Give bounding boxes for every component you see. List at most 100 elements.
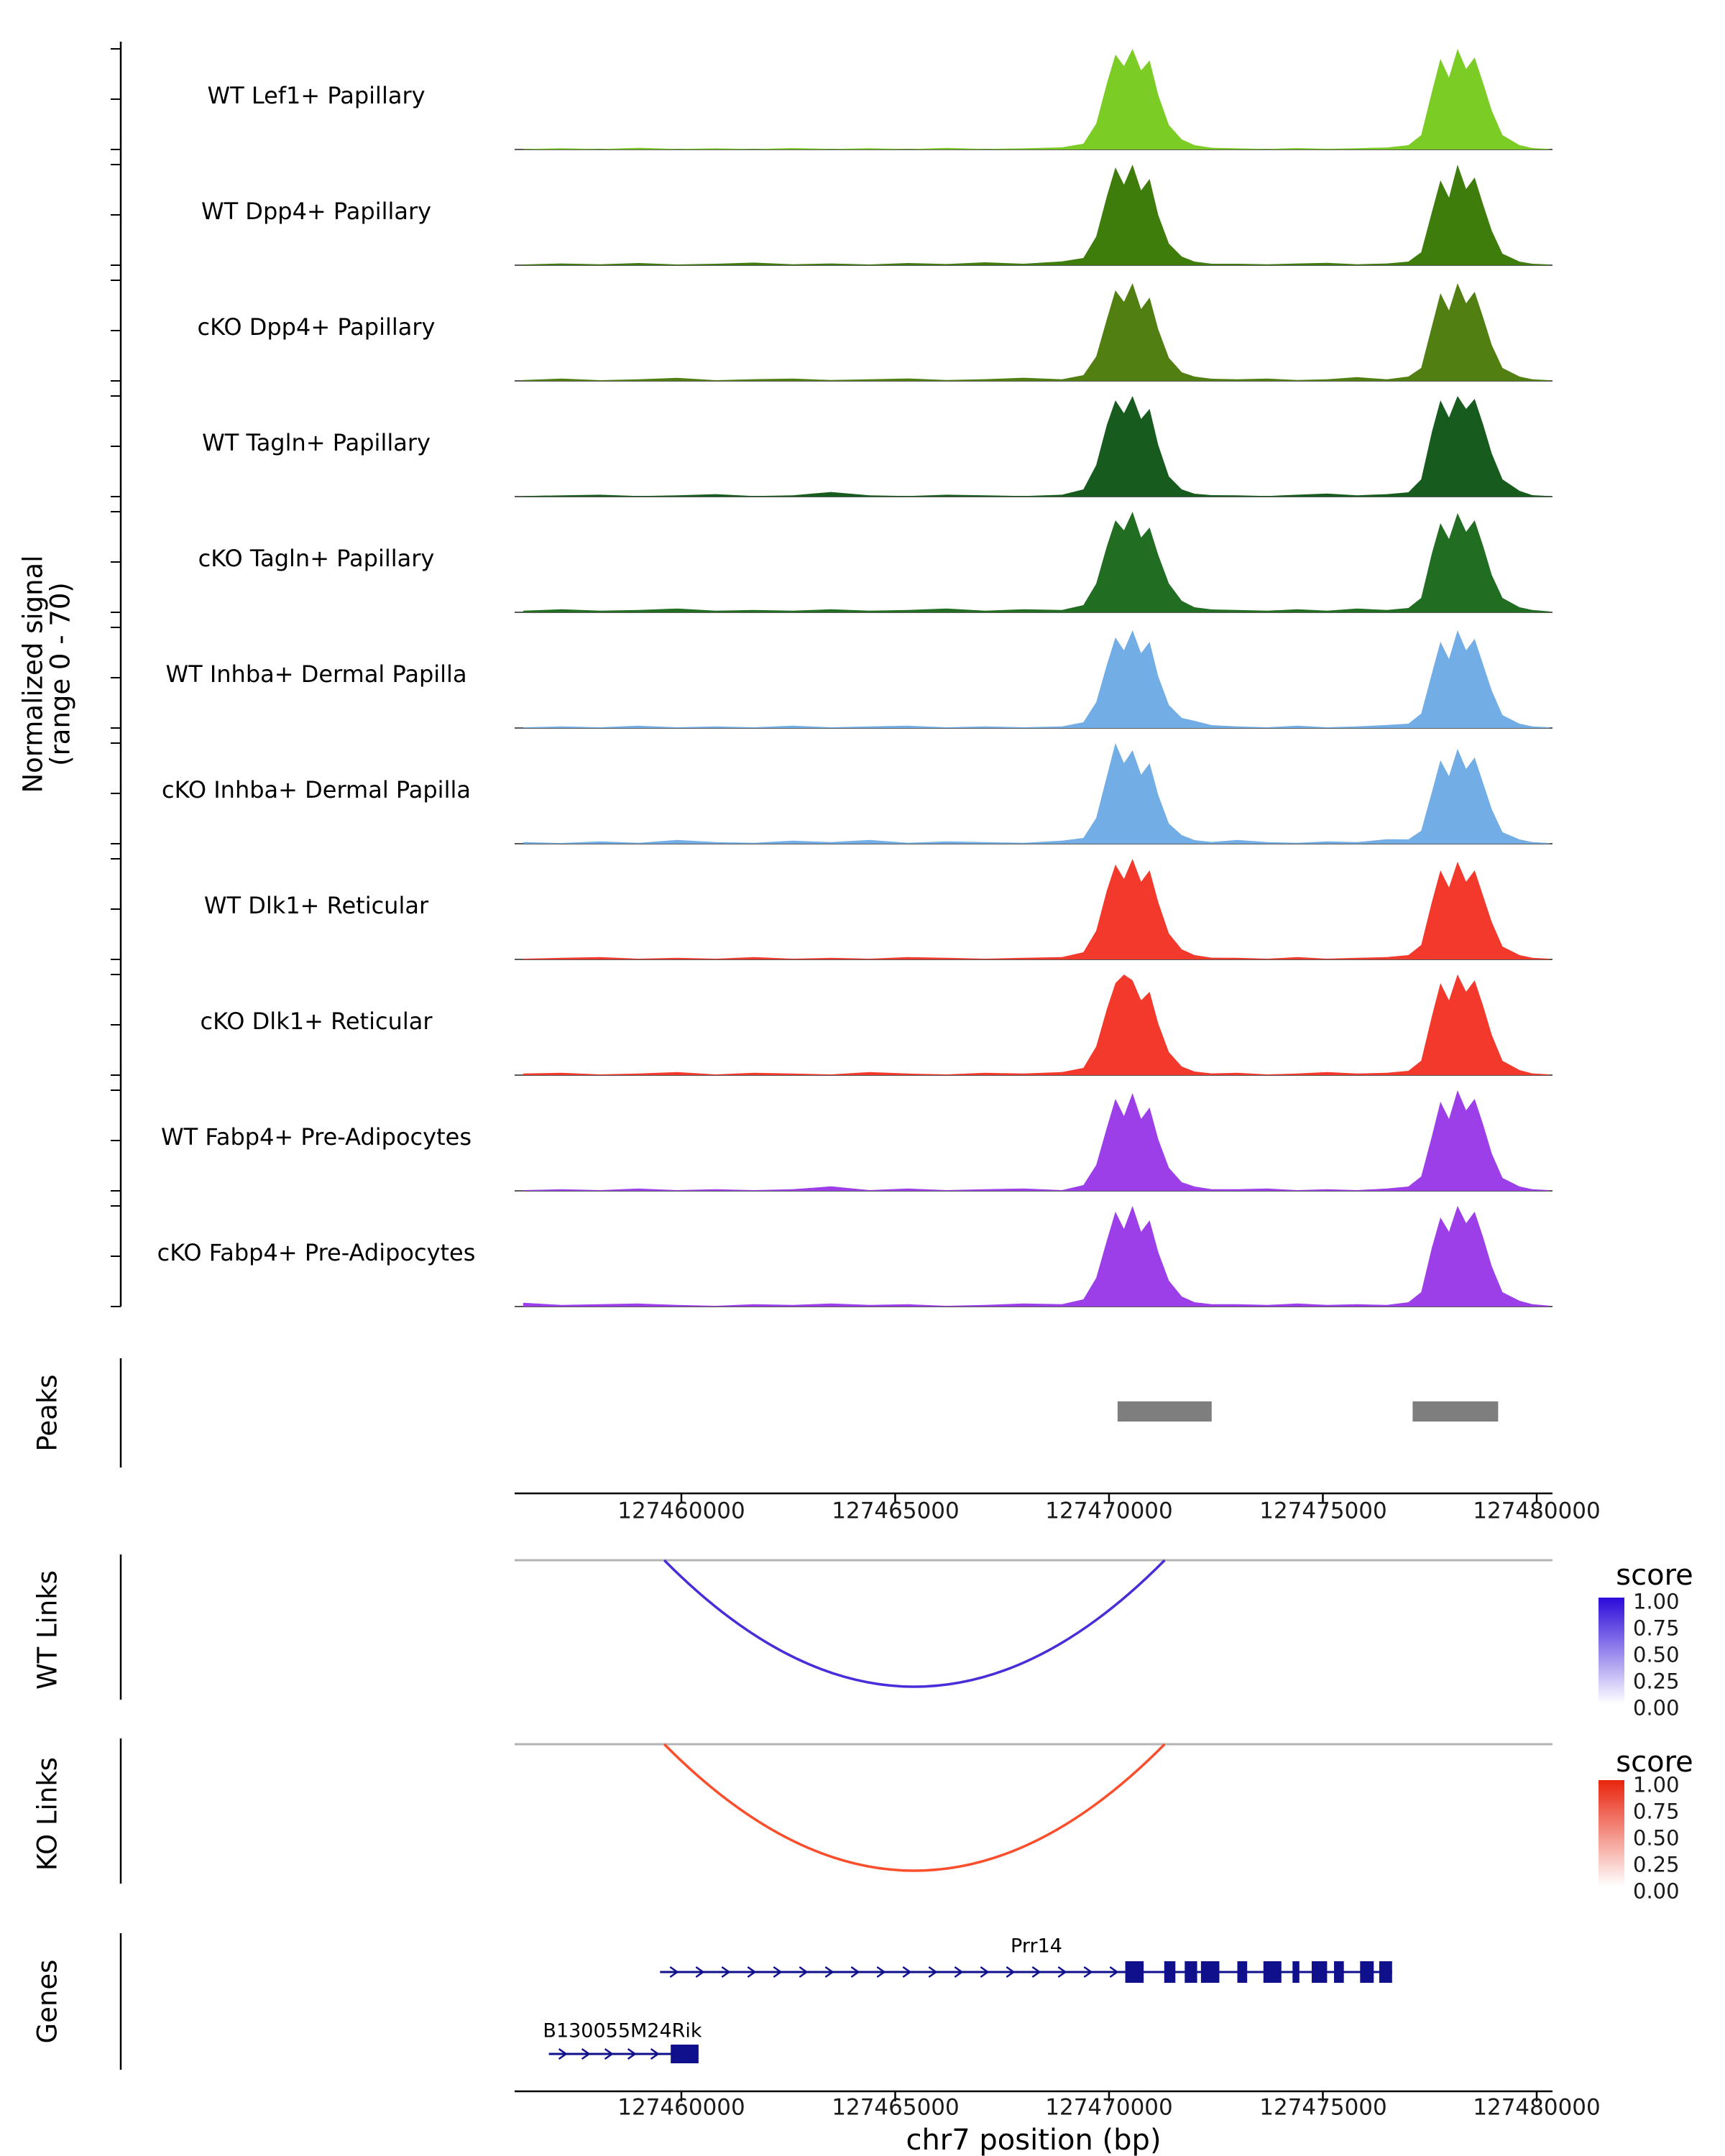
- strand-arrow-icon: [902, 1966, 912, 1978]
- gene-label-prr14: Prr14: [1011, 1935, 1062, 1958]
- legend-gradient-ko: [1598, 1780, 1624, 1886]
- ko-links-section-label: KO Links: [32, 1756, 63, 1871]
- strand-arrow-icon: [799, 1966, 809, 1978]
- strand-arrow-icon: [558, 2047, 568, 2060]
- strand-arrow-icon: [627, 2047, 637, 2060]
- strand-arrow-icon: [876, 1966, 886, 1978]
- strand-arrow-icon: [980, 1966, 990, 1978]
- signal-track: [111, 858, 1552, 960]
- x-tick-lower-1: 127465000: [832, 2094, 960, 2121]
- coverage-area: [523, 743, 1550, 844]
- track-label-cko-dpp4: cKO Dpp4+ Papillary: [197, 313, 436, 341]
- gene-model: [548, 2045, 699, 2063]
- exon-block: [1360, 1961, 1374, 1983]
- coverage-area: [523, 1206, 1550, 1307]
- signal-track: [111, 511, 1552, 613]
- track-label-wt-dpp4: WT Dpp4+ Papillary: [201, 198, 432, 225]
- exon-block: [1164, 1961, 1176, 1983]
- coverage-area: [523, 396, 1550, 497]
- wt-score-tick-2: 0.50: [1633, 1642, 1680, 1667]
- peak-bar: [1117, 1401, 1212, 1422]
- wt-score-tick-1: 0.75: [1633, 1616, 1680, 1641]
- strand-arrow-icon: [1006, 1966, 1016, 1978]
- peak-bar: [1412, 1401, 1499, 1422]
- strand-arrow-icon: [1109, 1966, 1119, 1978]
- strand-arrow-icon: [669, 1966, 679, 1978]
- strand-arrow-icon: [850, 1966, 860, 1978]
- coverage-area: [523, 283, 1550, 381]
- strand-arrow-icon: [1057, 1966, 1067, 1978]
- track-label-cko-dlk1: cKO Dlk1+ Reticular: [200, 1008, 433, 1035]
- exon-block: [1200, 1961, 1220, 1983]
- gene-label-b130055m24rik: B130055M24Rik: [543, 2019, 702, 2042]
- x-tick-upper-0: 127460000: [617, 1498, 745, 1524]
- strand-arrow-icon: [1031, 1966, 1041, 1978]
- x-tick-lower-4: 127480000: [1473, 2094, 1601, 2121]
- wt-links-section-label: WT Links: [32, 1570, 63, 1690]
- wt-score-legend-title: score: [1616, 1559, 1693, 1592]
- x-tick-lower-3: 127475000: [1259, 2094, 1387, 2121]
- exon-block: [1379, 1961, 1392, 1983]
- ko-score-legend-title: score: [1616, 1746, 1693, 1779]
- exon-block: [1125, 1961, 1144, 1983]
- ko-score-tick-1: 0.75: [1633, 1799, 1680, 1824]
- exon-block: [1184, 1961, 1197, 1983]
- strand-arrow-icon: [824, 1966, 834, 1978]
- genes-section-label: Genes: [32, 1959, 63, 2044]
- track-label-wt-tagln: WT Tagln+ Papillary: [202, 429, 431, 456]
- strand-arrow-icon: [581, 2047, 591, 2060]
- signal-axis-title-line2: (range 0 - 70): [45, 582, 76, 766]
- signal-track: [111, 1089, 1552, 1192]
- strand-arrow-icon: [695, 1966, 705, 1978]
- legend-gradient-wt: [1598, 1598, 1624, 1704]
- signal-track: [111, 974, 1552, 1076]
- peaks-section-label: Peaks: [32, 1374, 63, 1452]
- link-arc: [663, 1743, 1166, 1872]
- wt-score-tick-3: 0.25: [1633, 1669, 1680, 1694]
- signal-track: [111, 280, 1552, 382]
- coverage-area: [523, 859, 1550, 959]
- exon-block: [1334, 1961, 1344, 1983]
- track-label-cko-fabp4: cKO Fabp4+ Pre-Adipocytes: [157, 1239, 476, 1266]
- coverage-area: [523, 512, 1550, 612]
- x-tick-upper-2: 127470000: [1045, 1498, 1173, 1524]
- exon-block: [671, 2045, 699, 2063]
- ko-score-tick-3: 0.25: [1633, 1852, 1680, 1877]
- strand-arrow-icon: [773, 1966, 783, 1978]
- track-label-wt-lef1: WT Lef1+ Papillary: [207, 82, 426, 109]
- wt-score-tick-0: 1.00: [1633, 1589, 1680, 1614]
- track-label-wt-fabp4: WT Fabp4+ Pre-Adipocytes: [161, 1123, 472, 1151]
- strand-arrow-icon: [747, 1966, 757, 1978]
- x-tick-lower-0: 127460000: [617, 2094, 745, 2121]
- wt-links-track: [119, 1554, 1552, 1700]
- x-tick-upper-1: 127465000: [832, 1498, 960, 1524]
- x-axis-title: chr7 position (bp): [906, 2124, 1162, 2156]
- signal-track: [111, 1205, 1552, 1307]
- strand-arrow-icon: [604, 2047, 614, 2060]
- ko-score-tick-4: 0.00: [1633, 1879, 1680, 1904]
- signal-track: [111, 164, 1552, 266]
- ko-score-tick-2: 0.50: [1633, 1825, 1680, 1851]
- strand-arrow-icon: [1083, 1966, 1093, 1978]
- x-tick-lower-2: 127470000: [1045, 2094, 1173, 2121]
- track-label-wt-dlk1: WT Dlk1+ Reticular: [203, 892, 429, 919]
- ko-links-track: [119, 1738, 1552, 1884]
- x-tick-upper-3: 127475000: [1259, 1498, 1387, 1524]
- ko-score-tick-0: 1.00: [1633, 1772, 1680, 1797]
- track-label-cko-tagln: cKO Tagln+ Papillary: [198, 545, 435, 572]
- signal-track: [111, 395, 1552, 497]
- coverage-area: [523, 975, 1550, 1075]
- strand-arrow-icon: [928, 1966, 938, 1978]
- coverage-area: [523, 49, 1550, 149]
- strand-arrow-icon: [954, 1966, 964, 1978]
- gene-model: [660, 1961, 1392, 1983]
- exon-block: [1237, 1961, 1248, 1983]
- x-tick-upper-4: 127480000: [1473, 1498, 1601, 1524]
- strand-arrow-icon: [721, 1966, 731, 1978]
- exon-block: [1312, 1961, 1328, 1983]
- signal-track: [111, 627, 1552, 729]
- wt-score-tick-4: 0.00: [1633, 1695, 1680, 1720]
- signal-track: [111, 48, 1552, 150]
